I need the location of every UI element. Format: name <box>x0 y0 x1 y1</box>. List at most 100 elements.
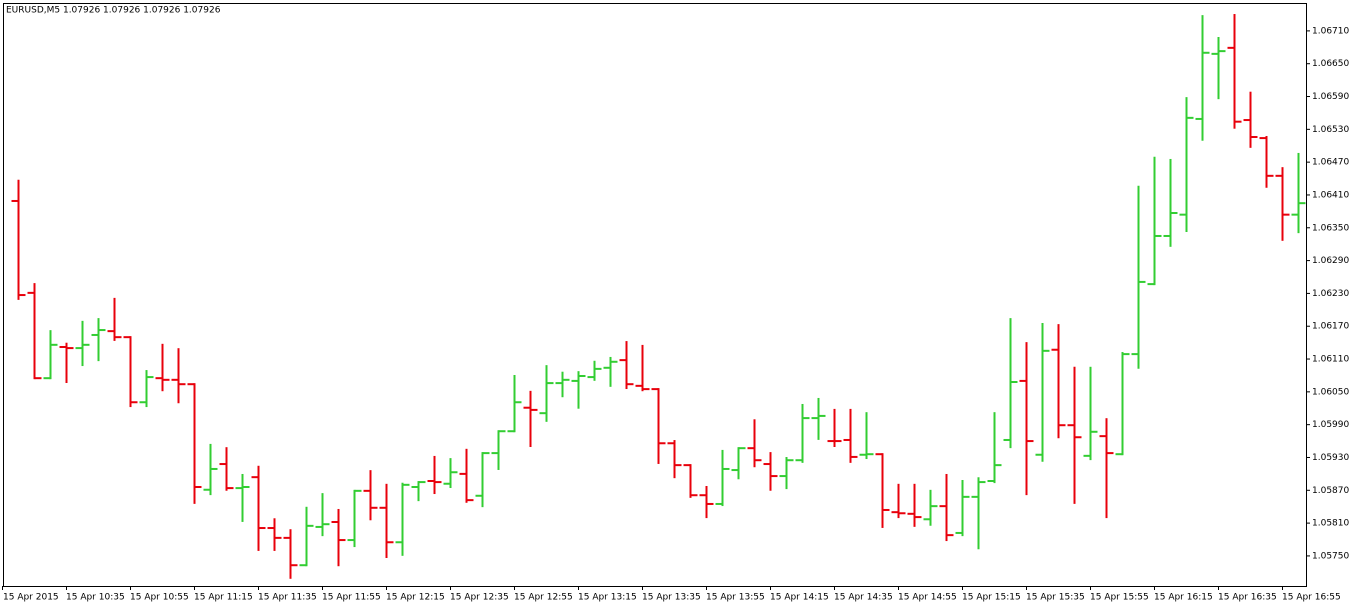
x-tick-label: 15 Apr 12:55 <box>514 593 573 603</box>
ohlc-bar <box>795 403 810 463</box>
x-tick-label: 15 Apr 14:35 <box>834 593 893 603</box>
ohlc-bar <box>347 489 362 548</box>
ohlc-bar <box>283 529 298 579</box>
ohlc-bar <box>875 453 890 528</box>
plot-frame <box>3 3 1307 587</box>
ohlc-bar <box>1211 37 1226 100</box>
ohlc-bar <box>267 518 282 551</box>
ohlc-bar <box>43 330 58 380</box>
y-tick-label: 1.06230 <box>1312 289 1349 299</box>
ohlc-bar <box>619 341 634 390</box>
ohlc-bar <box>571 371 586 409</box>
ohlc-bar <box>731 447 746 480</box>
ohlc-bar <box>331 508 346 567</box>
ohlc-bar <box>1291 152 1306 234</box>
ohlc-bar <box>187 383 202 504</box>
ohlc-bar <box>1227 14 1242 129</box>
ohlc-bar <box>1259 135 1274 188</box>
ohlc-bar <box>763 452 778 491</box>
y-tick-label: 1.06410 <box>1312 190 1349 200</box>
y-tick-label: 1.06530 <box>1312 125 1349 135</box>
ohlc-bar <box>1275 167 1290 241</box>
ohlc-bar <box>299 506 314 567</box>
x-tick-label: 15 Apr 11:35 <box>258 593 317 603</box>
ohlc-bar <box>411 481 426 502</box>
x-tick-label: 15 Apr 2015 <box>3 593 59 603</box>
y-tick-label: 1.06650 <box>1312 59 1349 69</box>
ohlc-bar <box>987 412 1002 484</box>
x-tick-label: 15 Apr 13:55 <box>706 593 765 603</box>
ohlc-bar <box>603 356 618 387</box>
y-tick-label: 1.06710 <box>1312 26 1349 36</box>
x-tick-label: 15 Apr 13:15 <box>578 593 637 603</box>
x-tick-label: 15 Apr 11:55 <box>322 593 381 603</box>
ohlc-bar <box>123 336 138 408</box>
ohlc-bar <box>923 489 938 526</box>
ohlc-bar <box>1195 15 1210 141</box>
ohlc-bar <box>907 483 922 527</box>
ohlc-bar <box>587 360 602 381</box>
ohlc-bar <box>1147 156 1162 286</box>
ohlc-bar <box>1131 185 1146 369</box>
ohlc-bar <box>1019 342 1034 496</box>
y-tick-label: 1.06590 <box>1312 92 1349 102</box>
y-tick-label: 1.05810 <box>1312 519 1349 529</box>
ohlc-bar <box>843 408 858 463</box>
x-tick-label: 15 Apr 14:55 <box>898 593 957 603</box>
y-tick-label: 1.06470 <box>1312 158 1349 168</box>
ohlc-bar <box>747 419 762 468</box>
ohlc-bar <box>1163 158 1178 247</box>
x-tick-label: 15 Apr 11:15 <box>194 593 253 603</box>
ohlc-bar <box>667 440 682 479</box>
ohlc-bar <box>427 455 442 495</box>
ohlc-bar <box>555 371 570 398</box>
ohlc-bar <box>107 297 122 341</box>
ohlc-bar <box>203 443 218 496</box>
ohlc-bar <box>491 430 506 470</box>
y-tick-label: 1.05930 <box>1312 453 1349 463</box>
ohlc-bar <box>475 452 490 508</box>
x-tick-label: 15 Apr 15:15 <box>962 593 1021 603</box>
ohlc-bar <box>379 483 394 559</box>
chart-title: EURUSD,M5 1.07926 1.07926 1.07926 1.0792… <box>6 6 221 16</box>
ohlc-bar <box>1003 318 1018 449</box>
y-tick-label: 1.06290 <box>1312 256 1349 266</box>
y-tick-label: 1.06170 <box>1312 322 1349 332</box>
x-tick-label: 15 Apr 16:55 <box>1282 593 1341 603</box>
ohlc-bar <box>779 457 794 490</box>
ohlc-bar <box>459 448 474 503</box>
x-tick-label: 15 Apr 15:35 <box>1026 593 1085 603</box>
ohlc-bar <box>11 179 26 300</box>
x-tick-label: 15 Apr 16:15 <box>1154 593 1213 603</box>
ohlc-bar <box>315 493 330 537</box>
y-tick-label: 1.05870 <box>1312 486 1349 496</box>
ohlc-bar <box>1243 91 1258 148</box>
ohlc-bar <box>955 479 970 537</box>
ohlc-bar <box>891 483 906 519</box>
y-tick-label: 1.06050 <box>1312 387 1349 397</box>
ohlc-bar <box>507 374 522 433</box>
ohlc-bar <box>699 486 714 519</box>
ohlc-bar <box>395 482 410 556</box>
ohlc-bar <box>1067 366 1082 504</box>
ohlc-bar <box>75 320 90 367</box>
ohlc-bar <box>1035 323 1050 462</box>
ohlc-bar <box>363 470 378 521</box>
ohlc-bar <box>539 365 554 422</box>
ohlc-bar <box>1179 97 1194 233</box>
ohlc-bar <box>683 464 698 498</box>
y-tick-label: 1.06110 <box>1312 355 1349 365</box>
x-tick-label: 15 Apr 12:35 <box>450 593 509 603</box>
ohlc-bar <box>827 408 842 447</box>
ohlc-bar <box>859 412 874 460</box>
ohlc-bar <box>1051 324 1066 439</box>
ohlc-bar <box>939 473 954 542</box>
ohlc-bar <box>251 465 266 551</box>
ohlc-bar <box>651 388 666 464</box>
x-tick-label: 15 Apr 10:55 <box>130 593 189 603</box>
y-tick-label: 1.05990 <box>1312 420 1349 430</box>
x-tick-label: 15 Apr 13:35 <box>642 593 701 603</box>
ohlc-bar <box>91 318 106 362</box>
ohlc-bar <box>1083 366 1098 461</box>
ohlc-bar <box>971 477 986 550</box>
